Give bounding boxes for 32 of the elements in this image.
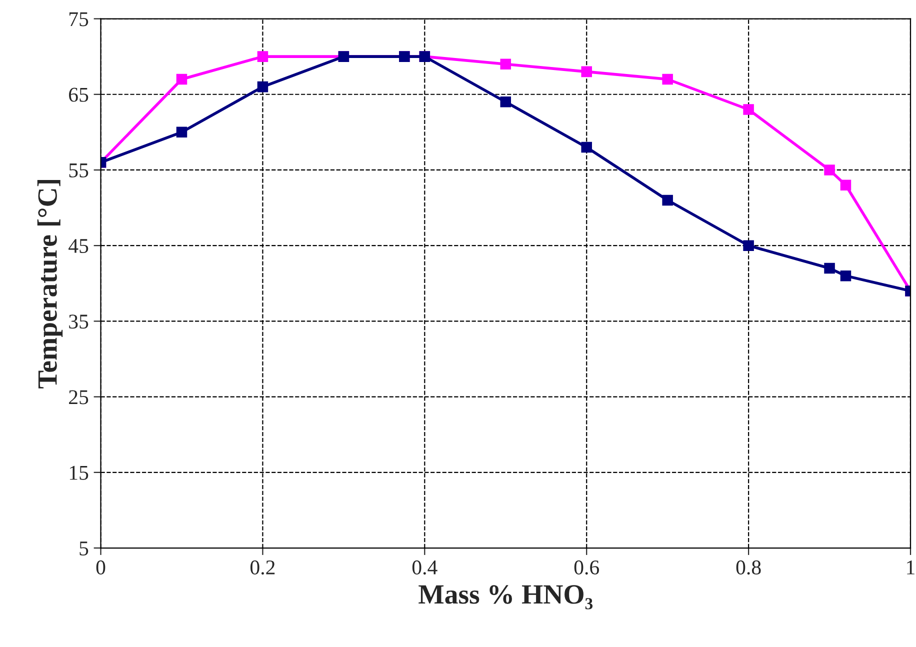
x-tick-label: 0.6 xyxy=(574,560,600,575)
y-tick-label: 45 xyxy=(68,239,88,254)
y-axis-title: Temperature [°C] xyxy=(37,180,63,388)
point xyxy=(176,126,188,138)
point xyxy=(743,240,754,251)
y-tick-label: 15 xyxy=(70,466,88,480)
y-tick-label: 65 xyxy=(69,88,88,102)
y-tick-label: 35 xyxy=(69,314,88,329)
x-tick-label: 0.8 xyxy=(736,560,761,575)
point xyxy=(824,164,835,176)
y-tick-label: 25 xyxy=(69,390,88,404)
point xyxy=(257,51,268,62)
point xyxy=(581,142,592,153)
x-tick-label: 0.4 xyxy=(412,560,438,575)
point xyxy=(840,270,852,282)
point xyxy=(840,180,852,190)
x-tick-label: 0 xyxy=(96,560,106,574)
x-tick-label: 1 xyxy=(907,560,914,574)
point xyxy=(581,66,592,78)
point xyxy=(662,194,673,206)
point xyxy=(176,74,188,85)
y-tick-label: 55 xyxy=(69,164,88,178)
x-axis-title: Mass % HNO₃ xyxy=(418,585,593,610)
x-tick-label: 0.2 xyxy=(250,560,275,575)
y-tick-label: 5 xyxy=(80,542,88,556)
point xyxy=(500,96,512,108)
point xyxy=(257,81,268,92)
point xyxy=(743,104,754,115)
point xyxy=(824,262,835,274)
y-tick-label: 75 xyxy=(69,12,88,26)
point xyxy=(662,74,673,85)
point xyxy=(500,58,512,70)
